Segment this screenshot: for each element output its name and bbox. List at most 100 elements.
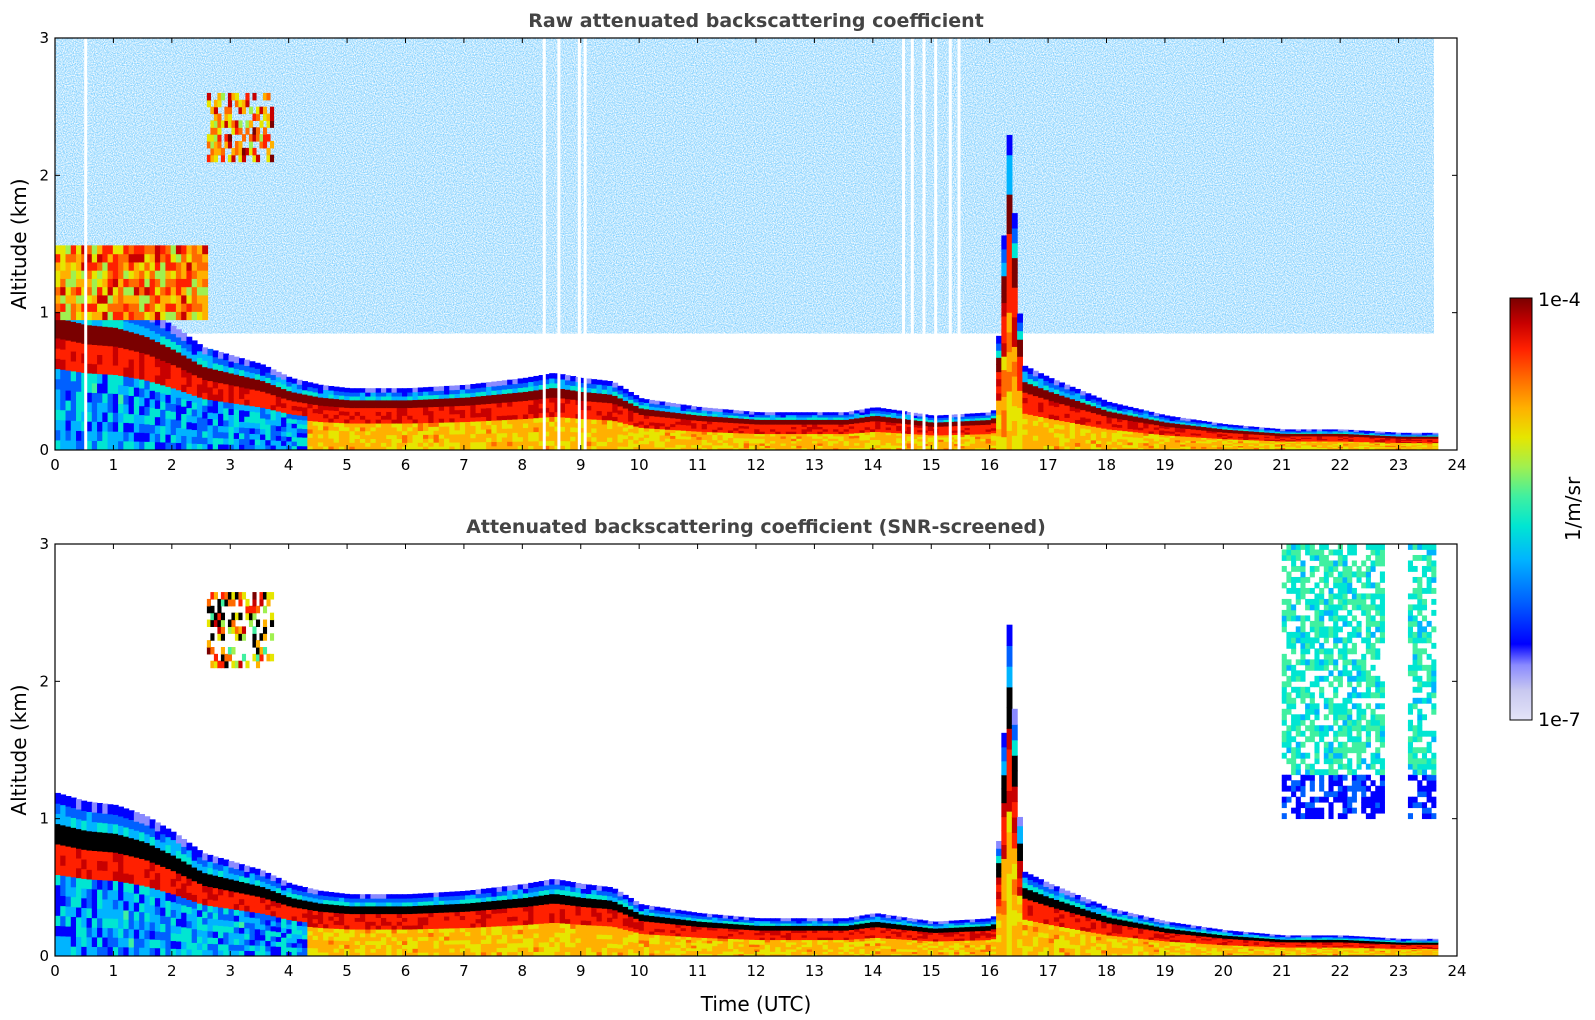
heatmap-cell bbox=[128, 883, 135, 893]
heatmap-cell bbox=[843, 431, 850, 435]
heatmap-cell bbox=[1211, 425, 1218, 429]
heatmap-cell bbox=[112, 440, 119, 450]
heatmap-cell bbox=[959, 443, 966, 447]
heatmap-cell bbox=[543, 393, 550, 399]
heatmap-cell bbox=[748, 438, 755, 442]
heatmap-cell bbox=[91, 382, 98, 393]
heatmap-cell bbox=[1400, 447, 1407, 450]
heatmap-cell bbox=[1148, 411, 1155, 415]
heatmap-cell bbox=[1274, 430, 1281, 433]
heatmap-cell bbox=[564, 426, 571, 432]
heatmap-cell bbox=[586, 418, 592, 424]
heatmap-cell bbox=[375, 388, 382, 393]
heatmap-cell bbox=[55, 935, 61, 947]
heatmap-cell bbox=[128, 404, 135, 415]
heatmap-cell bbox=[1258, 431, 1265, 434]
heatmap-cell bbox=[1416, 444, 1423, 447]
heatmap-cell bbox=[543, 397, 550, 404]
heatmap-cell bbox=[212, 431, 219, 439]
heatmap-cell bbox=[213, 147, 218, 156]
heatmap-cell bbox=[139, 352, 145, 362]
heatmap-cell bbox=[1295, 429, 1302, 432]
heatmap-cell bbox=[733, 432, 740, 436]
heatmap-cell bbox=[254, 379, 261, 386]
heatmap-cell bbox=[549, 387, 556, 393]
heatmap-cell bbox=[890, 409, 897, 413]
heatmap-cell bbox=[1201, 422, 1207, 426]
heatmap-cell bbox=[1285, 433, 1292, 436]
heatmap-cell bbox=[97, 344, 103, 355]
heatmap-cell bbox=[239, 386, 245, 394]
heatmap-cell bbox=[890, 419, 897, 423]
heatmap-cell bbox=[990, 410, 997, 414]
heatmap-cell bbox=[475, 412, 482, 418]
heatmap-cell bbox=[1180, 447, 1186, 450]
heatmap-cell bbox=[675, 441, 682, 445]
heatmap-cell bbox=[1059, 390, 1066, 396]
heatmap-cell bbox=[869, 434, 876, 438]
heatmap-cell bbox=[1032, 400, 1039, 407]
heatmap-cell bbox=[717, 431, 724, 436]
heatmap-cell bbox=[1343, 433, 1349, 436]
heatmap-cell bbox=[1390, 434, 1397, 437]
heatmap-cell bbox=[1032, 445, 1039, 450]
heatmap-cell bbox=[969, 424, 976, 428]
heatmap-cell bbox=[1353, 433, 1360, 436]
heatmap-cell bbox=[1358, 445, 1365, 447]
heatmap-cell bbox=[927, 430, 934, 434]
heatmap-cell bbox=[738, 413, 745, 417]
heatmap-cell bbox=[55, 245, 61, 255]
heatmap-cell bbox=[727, 427, 734, 431]
heatmap-cell bbox=[727, 447, 734, 450]
heatmap-cell bbox=[649, 443, 655, 448]
heatmap-cell bbox=[1343, 443, 1349, 446]
heatmap-cell bbox=[102, 822, 109, 833]
heatmap-cell bbox=[538, 389, 545, 395]
heatmap-cell bbox=[1369, 444, 1376, 446]
heatmap-cell bbox=[249, 411, 256, 418]
heatmap-cell bbox=[354, 407, 361, 412]
heatmap-cell bbox=[1027, 444, 1034, 450]
heatmap-cell bbox=[470, 392, 477, 397]
heatmap-cell bbox=[1080, 435, 1087, 440]
heatmap-cell bbox=[969, 440, 976, 444]
heatmap-cell bbox=[696, 420, 703, 424]
heatmap-cell bbox=[244, 410, 251, 417]
heatmap-cell bbox=[449, 413, 456, 419]
heatmap-cell bbox=[133, 278, 140, 288]
heatmap-cell bbox=[885, 439, 892, 443]
heatmap-cell bbox=[70, 370, 77, 382]
heatmap-cell bbox=[459, 433, 466, 439]
heatmap-cell bbox=[328, 410, 335, 415]
heatmap-cell bbox=[1290, 444, 1297, 447]
heatmap-cell bbox=[1253, 428, 1260, 431]
heatmap-cell bbox=[890, 434, 897, 439]
heatmap-cell bbox=[70, 380, 77, 392]
heatmap-cell bbox=[643, 408, 650, 413]
heatmap-cell bbox=[748, 428, 755, 432]
heatmap-cell bbox=[685, 430, 692, 434]
heatmap-cell bbox=[1343, 435, 1349, 438]
heatmap-cell bbox=[1090, 395, 1097, 400]
heatmap-cell bbox=[465, 413, 471, 418]
heatmap-cell bbox=[486, 386, 492, 392]
heatmap-cell bbox=[97, 383, 103, 394]
heatmap-cell bbox=[70, 916, 77, 927]
heatmap-cell bbox=[107, 899, 114, 910]
heatmap-cell bbox=[175, 359, 182, 368]
heatmap-cell bbox=[1032, 375, 1039, 382]
heatmap-cell bbox=[128, 846, 135, 857]
heatmap-cell bbox=[827, 435, 834, 439]
heatmap-cell bbox=[217, 147, 222, 156]
heatmap-cell bbox=[1237, 428, 1244, 431]
heatmap-cell bbox=[664, 414, 671, 418]
heatmap-cell bbox=[1101, 412, 1108, 417]
heatmap-cell bbox=[1132, 410, 1139, 414]
heatmap-cell bbox=[864, 418, 871, 423]
heatmap-cell bbox=[380, 407, 387, 412]
heatmap-cell bbox=[1006, 154, 1013, 175]
heatmap-cell bbox=[407, 415, 414, 420]
heatmap-cell bbox=[165, 346, 172, 356]
heatmap-cell bbox=[1027, 414, 1034, 420]
heatmap-cell bbox=[1190, 444, 1197, 447]
